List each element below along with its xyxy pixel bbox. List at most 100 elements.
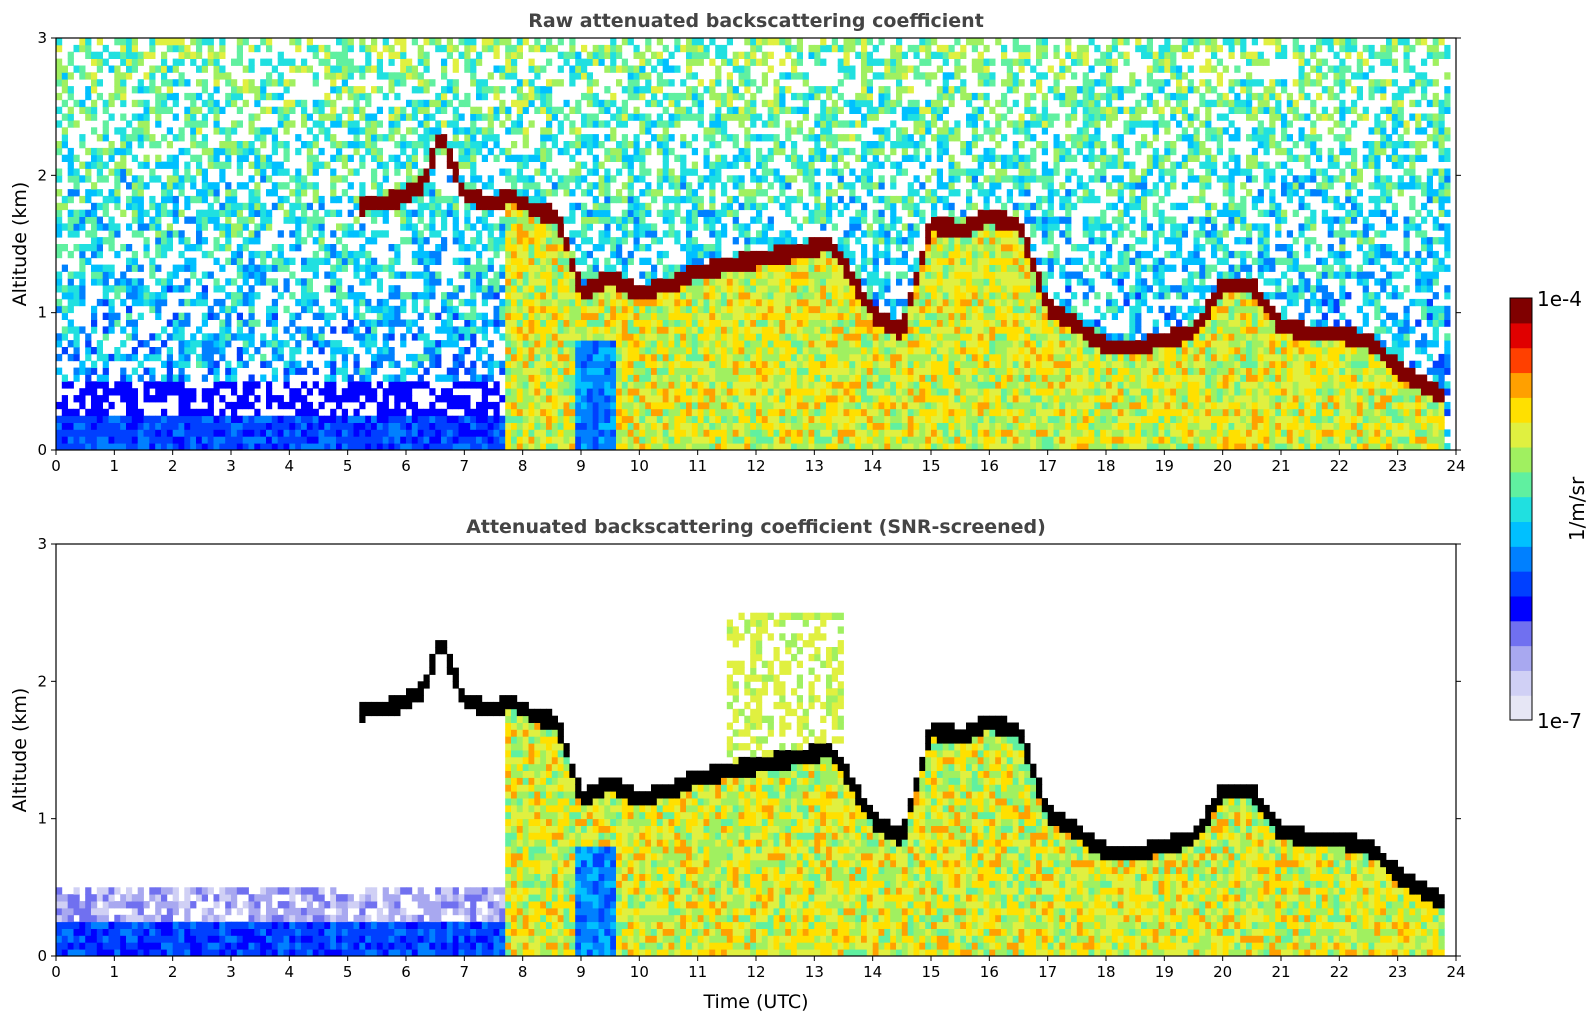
heatmap-cell <box>493 92 500 101</box>
heatmap-cell <box>540 134 547 142</box>
heatmap-cell <box>347 422 354 430</box>
heatmap-cell <box>627 443 634 450</box>
heatmap-cell <box>85 340 92 348</box>
heatmap-cell <box>493 422 500 430</box>
heatmap-cell <box>767 353 774 362</box>
heatmap-cell <box>773 340 780 348</box>
heatmap-cell <box>464 401 471 410</box>
heatmap-cell <box>715 264 722 272</box>
heatmap-cell <box>266 312 273 320</box>
heatmap-cell <box>493 415 500 423</box>
heatmap-cell <box>592 429 599 437</box>
heatmap-cell <box>365 340 372 348</box>
heatmap-cell <box>435 127 442 135</box>
heatmap-cell <box>458 182 465 190</box>
heatmap-cell <box>91 202 98 211</box>
heatmap-cell <box>79 422 86 430</box>
heatmap-cell <box>67 92 74 101</box>
heatmap-cell <box>534 244 541 252</box>
heatmap-cell <box>102 237 109 245</box>
heatmap-cell <box>248 141 255 149</box>
heatmap-cell <box>697 209 704 217</box>
heatmap-cell <box>546 333 553 341</box>
heatmap-cell <box>581 436 588 444</box>
heatmap-cell <box>126 381 133 389</box>
heatmap-cell <box>85 388 92 396</box>
heatmap-cell <box>388 72 395 80</box>
heatmap-cell <box>616 106 623 114</box>
heatmap-cell <box>604 154 611 162</box>
heatmap-cell <box>726 106 733 114</box>
heatmap-cell <box>715 216 722 224</box>
heatmap-cell <box>149 292 156 300</box>
heatmap-cell <box>709 381 716 389</box>
heatmap-cell <box>668 360 675 368</box>
heatmap-cell <box>481 134 488 142</box>
heatmap-cell <box>417 216 424 224</box>
heatmap-cell <box>557 443 564 450</box>
heatmap-cell <box>207 443 214 450</box>
heatmap-cell <box>522 216 529 224</box>
heatmap-cell <box>406 58 413 66</box>
heatmap-cell <box>738 319 745 327</box>
heatmap-cell <box>738 312 745 320</box>
heatmap-cell <box>738 113 745 121</box>
heatmap-cell <box>481 271 488 279</box>
heatmap-cell <box>773 244 780 252</box>
heatmap-cell <box>563 189 570 197</box>
heatmap-cell <box>756 353 763 362</box>
heatmap-cell <box>744 237 751 245</box>
heatmap-cell <box>91 106 98 114</box>
heatmap-cell <box>697 244 704 252</box>
heatmap-cell <box>225 244 232 252</box>
heatmap-cell <box>709 120 716 128</box>
heatmap-cell <box>178 51 185 59</box>
heatmap-cell <box>155 113 162 121</box>
heatmap-cell <box>306 264 313 272</box>
heatmap-cell <box>166 230 173 238</box>
heatmap-cell <box>441 209 448 217</box>
heatmap-cell <box>266 161 273 169</box>
heatmap-cell <box>242 141 249 149</box>
heatmap-cell <box>592 79 599 87</box>
heatmap-cell <box>201 298 208 307</box>
heatmap-cell <box>114 202 121 211</box>
heatmap-cell <box>330 415 337 423</box>
heatmap-cell <box>639 120 646 128</box>
heatmap-cell <box>219 381 226 389</box>
heatmap-cell <box>67 154 74 162</box>
heatmap-cell <box>271 79 278 87</box>
heatmap-cell <box>726 134 733 142</box>
heatmap-cell <box>91 244 98 252</box>
heatmap-cell <box>85 86 92 94</box>
heatmap-cell <box>178 360 185 368</box>
heatmap-cell <box>96 175 103 183</box>
heatmap-cell <box>213 312 220 320</box>
heatmap-cell <box>312 216 319 224</box>
heatmap-cell <box>196 223 203 231</box>
heatmap-cell <box>306 415 313 423</box>
heatmap-cell <box>318 99 325 108</box>
heatmap-cell <box>67 305 74 314</box>
heatmap-cell <box>756 408 763 417</box>
heatmap-cell <box>207 189 214 197</box>
heatmap-cell <box>161 99 168 108</box>
heatmap-cell <box>779 374 786 382</box>
heatmap-cell <box>143 134 150 142</box>
heatmap-cell <box>213 298 220 307</box>
heatmap-cell <box>73 168 80 176</box>
heatmap-cell <box>616 333 623 341</box>
heatmap-cell <box>744 381 751 389</box>
heatmap-cell <box>236 244 243 252</box>
heatmap-cell <box>388 436 395 444</box>
heatmap-cell <box>435 415 442 423</box>
heatmap-cell <box>709 360 716 368</box>
heatmap-cell <box>260 86 267 94</box>
heatmap-cell <box>324 388 331 396</box>
heatmap-cell <box>365 333 372 341</box>
heatmap-cell <box>394 202 401 211</box>
heatmap-cell <box>394 408 401 417</box>
heatmap-cell <box>213 106 220 114</box>
heatmap-cell <box>295 168 302 176</box>
heatmap-cell <box>371 195 378 204</box>
